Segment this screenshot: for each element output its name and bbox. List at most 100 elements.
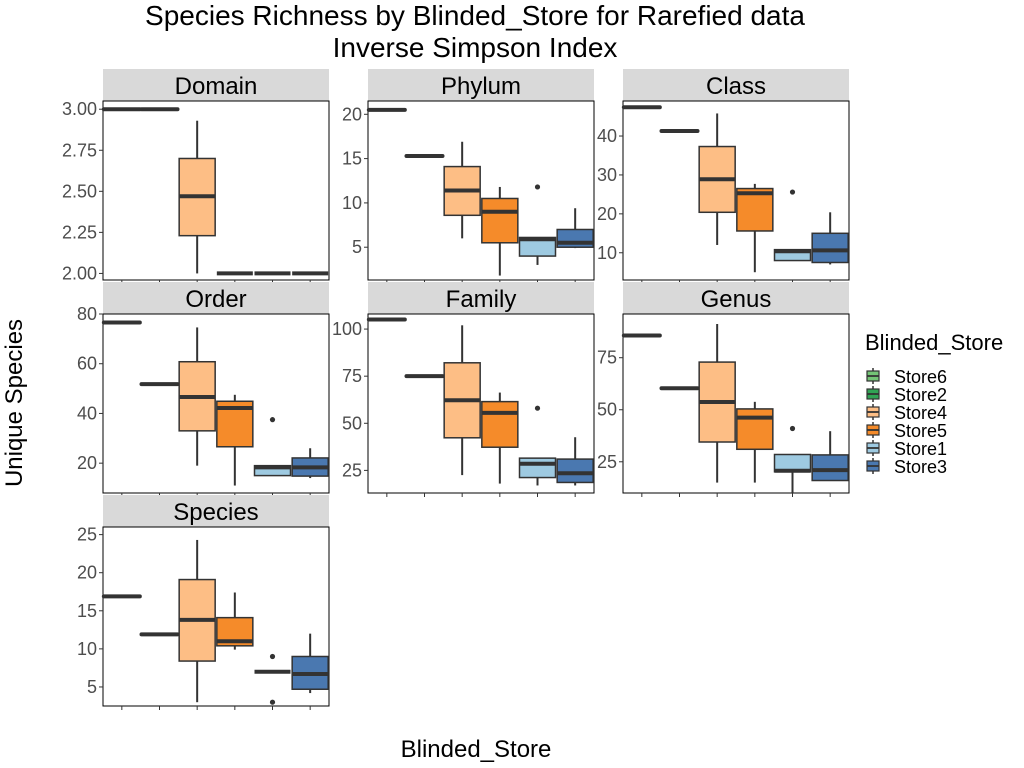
box-outlier-point (789, 189, 796, 195)
legend-item-label: Store6 (894, 367, 947, 387)
y-tick-label: 25 (77, 525, 97, 545)
y-tick-label: 15 (77, 601, 97, 621)
legend-title: Blinded_Store (865, 330, 1003, 355)
facet-strip-label: Family (446, 286, 517, 313)
y-tick-label: 25 (597, 452, 617, 472)
box-store4 (443, 325, 481, 476)
box-outlier-point (534, 405, 541, 411)
y-tick-label: 2.75 (62, 140, 97, 160)
y-tick-label: 10 (342, 193, 362, 213)
legend: Blinded_Store Store6Store2Store4Store5St… (865, 330, 1003, 477)
y-tick-label: 50 (597, 400, 617, 420)
facet-panel (102, 100, 330, 281)
box-store3 (556, 208, 594, 249)
y-tick-label: 3.00 (62, 99, 97, 119)
y-tick-label: 75 (597, 348, 617, 368)
y-tick-label: 20 (597, 204, 617, 224)
facet-strip (368, 69, 594, 101)
box-store3 (291, 633, 329, 694)
facet-species: Species 5 10 15 20 25 (77, 495, 330, 710)
facet-panel (102, 526, 330, 707)
facet-strip (623, 282, 849, 314)
box-store5 (216, 592, 254, 650)
facet-order: Order 20 40 60 80 (77, 282, 330, 497)
box-store4 (443, 141, 481, 239)
box-store3 (556, 437, 594, 486)
x-axis-title: Blinded_Store (401, 736, 552, 763)
facet-strip (368, 282, 594, 314)
y-tick-label: 20 (77, 453, 97, 473)
facet-panel (367, 100, 595, 281)
box-store5 (481, 186, 519, 276)
legend-item-label: Store1 (894, 439, 947, 459)
box-store1 (773, 189, 812, 262)
y-tick-label: 40 (77, 403, 97, 423)
box-body (736, 408, 774, 451)
y-tick-label: 100 (332, 319, 362, 339)
facet-strip-label: Class (706, 73, 766, 100)
box-outlier-point (534, 184, 541, 190)
legend-item-label: Store2 (894, 385, 947, 405)
y-tick-label: 60 (77, 354, 97, 374)
facet-strip-label: Order (185, 286, 246, 313)
box-body (481, 197, 519, 244)
facet-panels: Domain2.002.252.502.753.00Phylum5101520C… (62, 69, 850, 710)
y-tick-label: 25 (342, 460, 362, 480)
box-outlier-point (269, 699, 276, 705)
legend-item-store1: Store1 (866, 439, 947, 459)
legend-item-label: Store3 (894, 457, 947, 477)
box-store3 (811, 431, 849, 482)
facet-strip-label: Domain (175, 73, 258, 100)
facet-phylum: Phylum 5 10 15 20 (342, 69, 595, 284)
y-tick-label: 40 (597, 126, 617, 146)
legend-item-store3: Store3 (866, 457, 947, 477)
facet-panel (102, 313, 330, 494)
facet-strip (623, 69, 849, 101)
chart-title-line2: Inverse Simpson Index (333, 32, 618, 63)
box-store4 (698, 113, 736, 245)
box-store5 (736, 183, 774, 273)
legend-item-store2: Store2 (866, 385, 947, 405)
facet-strip (103, 282, 329, 314)
box-store5 (481, 392, 519, 484)
facet-strip-label: Phylum (441, 73, 521, 100)
box-outlier-point (269, 417, 276, 423)
y-tick-label: 2.25 (62, 222, 97, 242)
box-outlier-point (789, 425, 796, 432)
y-tick-label: 5 (87, 677, 97, 697)
y-tick-label: 20 (77, 563, 97, 583)
box-store4 (178, 120, 216, 274)
box-store4 (698, 323, 736, 483)
box-store1 (518, 405, 557, 486)
box-body (518, 457, 557, 479)
y-tick-label: 2.50 (62, 181, 97, 201)
y-tick-label: 5 (352, 237, 362, 257)
box-store5 (736, 401, 774, 483)
y-tick-label: 15 (342, 149, 362, 169)
chart-title-line1: Species Richness by Blinded_Store for Ra… (145, 0, 805, 31)
legend-item-store5: Store5 (866, 421, 947, 441)
facet-strip-label: Genus (701, 286, 772, 313)
y-tick-label: 20 (342, 104, 362, 124)
box-store1 (518, 184, 557, 265)
box-store1 (254, 653, 291, 705)
box-body (811, 232, 849, 264)
box-store3 (291, 448, 329, 479)
facet-strip (103, 69, 329, 101)
facet-class: Class 10 20 30 40 (597, 69, 850, 284)
box-store5 (216, 394, 254, 486)
box-body (811, 454, 849, 482)
y-tick-label: 2.00 (62, 263, 97, 283)
box-body (481, 400, 519, 448)
facet-genus: Genus 25 50 75 (597, 282, 850, 497)
box-store1 (253, 417, 292, 477)
y-tick-label: 80 (77, 304, 97, 324)
facet-panel (367, 313, 595, 494)
facet-strip (103, 495, 329, 527)
legend-item-label: Store5 (894, 421, 947, 441)
legend-item-store6: Store6 (866, 367, 947, 387)
y-tick-label: 50 (342, 413, 362, 433)
box-store3 (811, 212, 849, 265)
